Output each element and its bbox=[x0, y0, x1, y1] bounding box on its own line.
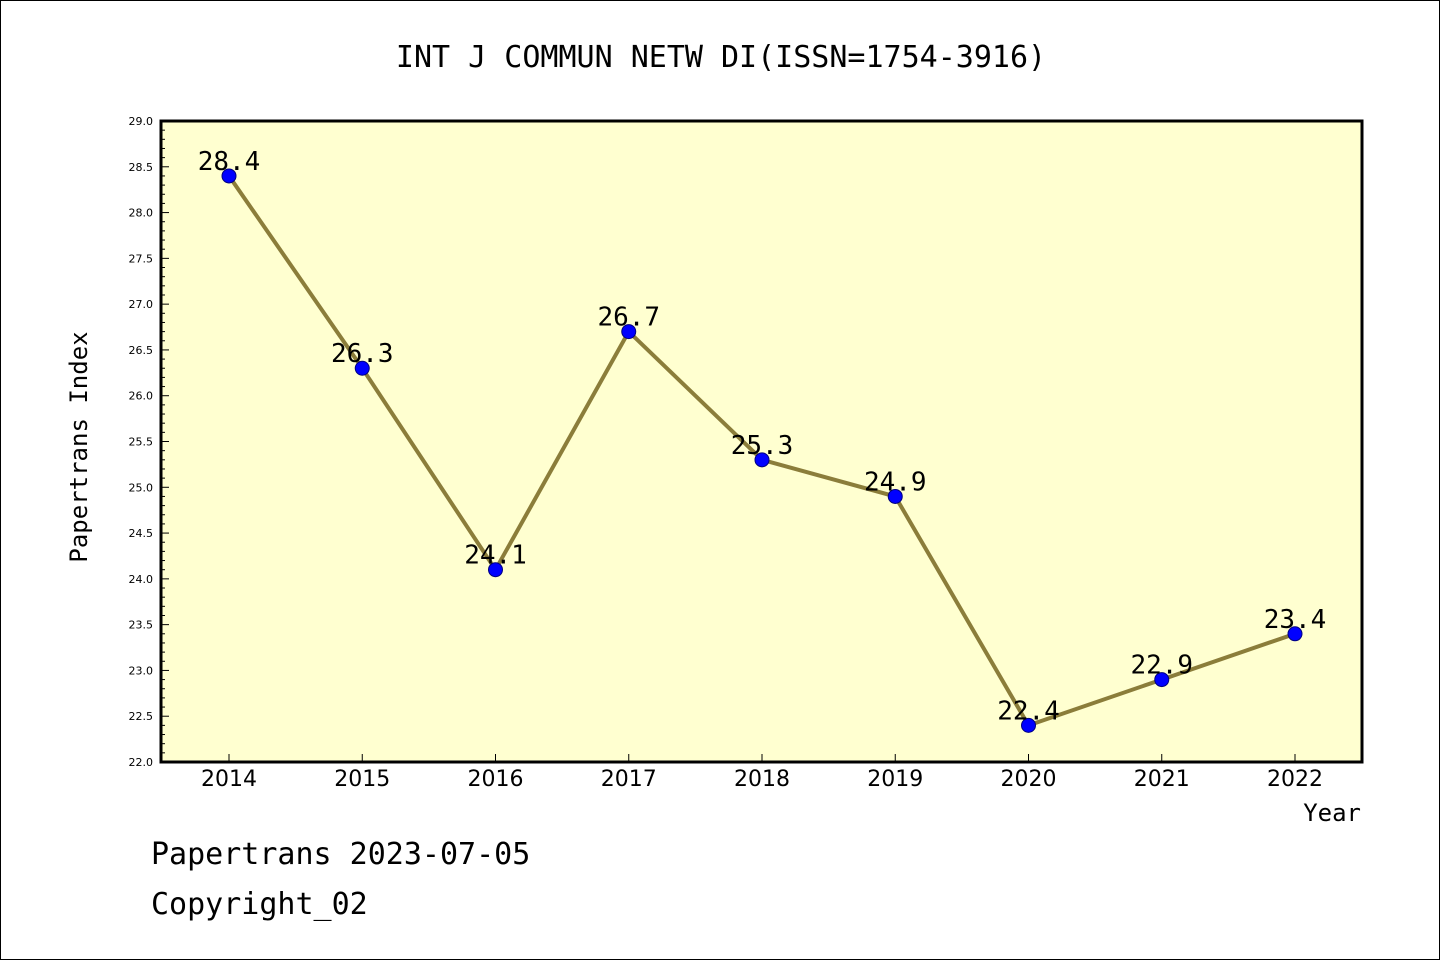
data-label: 26.7 bbox=[597, 303, 660, 333]
x-tick-label: 2021 bbox=[1134, 767, 1190, 792]
x-tick-label: 2019 bbox=[867, 767, 923, 792]
footer-date-text: Papertrans 2023-07-05 bbox=[151, 837, 531, 872]
chart-title: INT J COMMUN NETW DI(ISSN=1754-3916) bbox=[396, 40, 1046, 75]
data-label: 22.4 bbox=[997, 696, 1060, 726]
y-tick-label: 25.5 bbox=[129, 436, 154, 449]
y-tick-label: 28.0 bbox=[129, 207, 154, 220]
y-tick-label: 26.0 bbox=[129, 390, 154, 403]
y-tick-label: 28.5 bbox=[129, 161, 154, 174]
x-tick-label: 2020 bbox=[1001, 767, 1057, 792]
data-point bbox=[754, 452, 770, 468]
data-point bbox=[887, 488, 903, 504]
x-tick-label: 2015 bbox=[334, 767, 390, 792]
x-tick-label: 2017 bbox=[601, 767, 657, 792]
plot-area bbox=[159, 119, 1364, 764]
data-point bbox=[488, 562, 503, 578]
x-tick-label: 2014 bbox=[201, 767, 257, 792]
data-label: 26.3 bbox=[331, 339, 394, 369]
data-label: 24.1 bbox=[464, 541, 527, 571]
y-tick-label: 25.0 bbox=[129, 481, 154, 494]
data-label: 25.3 bbox=[731, 431, 794, 461]
y-axis: 22.0 22.5 23.0 23.5 24.0 24.5 25.0 25.5 26.0 26.5… bbox=[129, 115, 169, 769]
y-tick-label: 26.5 bbox=[129, 344, 154, 357]
data-label: 22.9 bbox=[1130, 651, 1193, 681]
x-tick-label: 2016 bbox=[468, 767, 524, 792]
data-point bbox=[1287, 626, 1303, 642]
y-tick-label: 24.5 bbox=[129, 527, 154, 540]
data-point bbox=[621, 324, 637, 340]
y-tick-label: 23.0 bbox=[129, 664, 154, 677]
y-tick-label: 27.5 bbox=[129, 252, 154, 265]
data-label: 23.4 bbox=[1264, 605, 1327, 635]
y-axis-label: Papertrans Index bbox=[65, 331, 93, 562]
x-axis: 2014 2015 2016 2017 2018 2019 2020 2021 2022 bbox=[201, 754, 1323, 792]
y-tick-label: 29.0 bbox=[129, 115, 154, 128]
data-point bbox=[221, 168, 237, 184]
data-labels: 28.4 26.3 24.1 26.7 25.3 24.9 22.4 22.9 23.4 bbox=[198, 147, 1327, 726]
x-axis-label: Year bbox=[1303, 799, 1361, 827]
y-tick-label: 22.5 bbox=[129, 710, 154, 723]
data-point bbox=[1021, 717, 1036, 733]
series-layer bbox=[221, 168, 1303, 733]
data-point bbox=[354, 360, 370, 376]
x-tick-label: 2022 bbox=[1267, 767, 1323, 792]
y-tick-label: 27.0 bbox=[129, 298, 154, 311]
footer-copyright-text: Copyright_02 bbox=[151, 887, 368, 922]
data-point bbox=[1154, 672, 1170, 688]
data-label: 28.4 bbox=[198, 147, 261, 177]
x-tick-label: 2018 bbox=[734, 767, 790, 792]
y-tick-label: 23.5 bbox=[129, 619, 154, 632]
y-tick-label: 24.0 bbox=[129, 573, 154, 586]
y-tick-label: 22.0 bbox=[129, 756, 154, 769]
data-label: 24.9 bbox=[864, 467, 927, 497]
